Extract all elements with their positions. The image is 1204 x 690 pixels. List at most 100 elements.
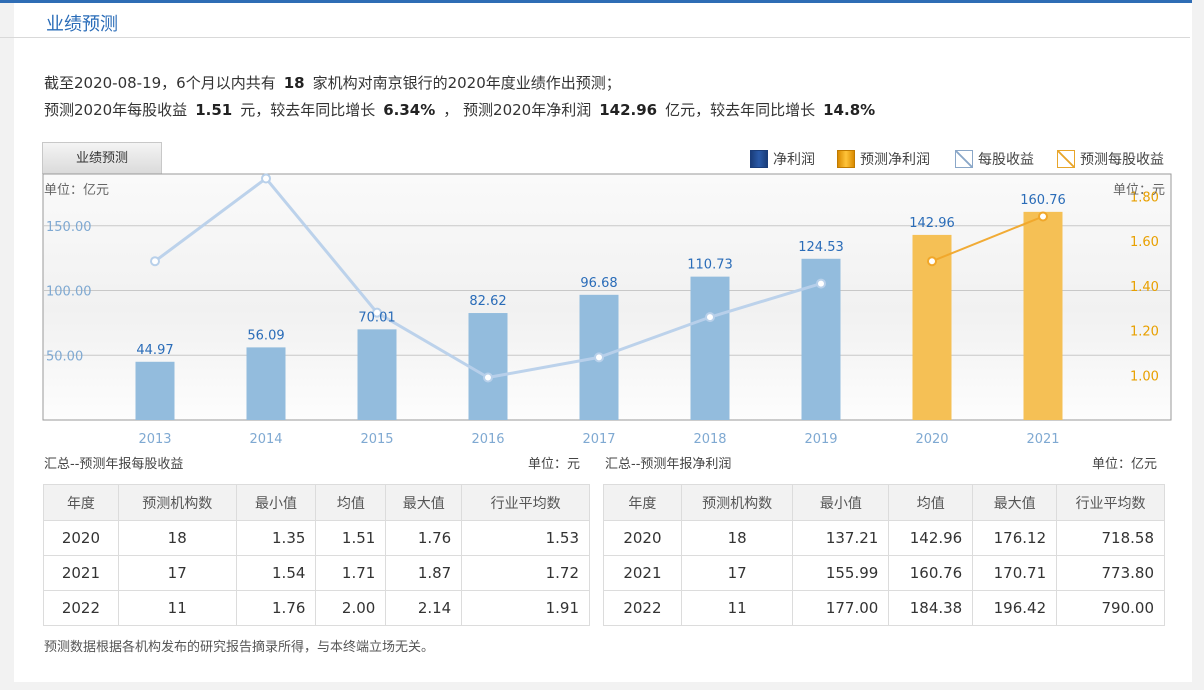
eps-table-cell: 1.72 [461,555,590,591]
np-table-cell: 142.96 [888,520,974,556]
eps-table-cell: 1.51 [315,520,387,556]
legend-label: 预测每股收益 [1080,152,1164,168]
x-tick-label: 2017 [582,432,615,447]
table-row: 2020 18 1.35 1.51 1.76 1.53 [43,520,590,556]
np-table-header-cell: 行业平均数 [1056,484,1165,521]
eps-table-header-cell: 年度 [43,484,119,521]
summary-text: 元，较去年同比增长 [240,101,376,119]
eps-point [705,312,715,323]
np-table-header-cell: 均值 [888,484,974,521]
right-tick-label: 1.80 [1130,190,1159,205]
np-table-cell: 176.12 [972,520,1058,556]
bar-value-label: 82.62 [469,294,506,309]
np-table-header-cell: 最大值 [972,484,1058,521]
legend-item-eps[interactable]: 每股收益 [955,150,1034,168]
np-table-header-cell: 最小值 [792,484,890,521]
left-tick-label: 50.00 [46,349,83,364]
x-tick-label: 2020 [915,432,948,447]
table-row: 2020 18 137.21 142.96 176.12 718.58 [603,520,1165,556]
np-table-cell: 773.80 [1056,555,1165,591]
eps-point [150,256,160,267]
np-table-cell: 790.00 [1056,590,1165,626]
eps-table-cell: 18 [117,520,237,556]
header-corner [14,3,32,35]
summary-text: 亿元，较去年同比增长 [665,101,816,119]
x-tick-label: 2014 [249,432,282,447]
table-row: 2021 17 1.54 1.71 1.87 1.72 [43,555,590,591]
eps-table-unit: 单位：元 [528,457,581,472]
x-tick-label: 2019 [804,432,837,447]
table-row: 2021 17 155.99 160.76 170.71 773.80 [603,555,1165,591]
eps-table-cell: 1.76 [235,590,317,626]
eps-point [816,278,826,289]
net-profit-forecast-table: 年度 预测机构数 最小值 均值 最大值 行业平均数 2020 18 137.21 142.96 1… [603,484,1165,626]
left-margin [0,0,14,690]
np-table-cell: 177.00 [792,590,890,626]
bar-value-label: 56.09 [247,328,284,343]
eps-table-cell: 1.91 [461,590,590,626]
eps-table-cell: 11 [117,590,237,626]
eps-table-header-cell: 均值 [315,484,387,521]
legend-item-forecast-eps[interactable]: 预测每股收益 [1057,150,1164,168]
legend-item-forecast-net-profit[interactable]: 预测净利润 [837,150,930,168]
np-table-cell: 160.76 [888,555,974,591]
x-tick-label: 2013 [138,432,171,447]
institution-count: 18 [283,74,305,92]
summary-text: 预测2020年每股收益 [44,101,188,119]
legend-item-net-profit[interactable]: 净利润 [750,150,815,168]
eps-table-header-cell: 行业平均数 [461,484,590,521]
forecast-net-profit-bar [1023,211,1063,420]
forecast-eps-point [1038,211,1048,222]
np-table-cell: 2020 [603,520,682,556]
bar-value-label: 160.76 [1020,193,1066,208]
bottom-margin [0,682,1204,690]
eps-table-cell: 1.87 [385,555,463,591]
eps-point [483,372,493,383]
left-tick-label: 150.00 [46,220,92,235]
eps-growth-value: 6.34% [383,101,436,119]
net-profit-eps-chart: 50.00 100.00 150.00 1.00 1.20 1.40 1.60 1.80 44… [42,173,1172,447]
legend-label: 预测净利润 [860,152,930,168]
forecast-eps-value: 1.51 [195,101,233,119]
bar-value-label: 70.01 [358,310,395,325]
eps-table-caption: 汇总--预测年报每股收益 [44,457,184,472]
summary-line-1: 截至2020-08-19，6个月以内共有 18 家机构对南京银行的2020年度业绩作… [44,70,883,97]
eps-point [594,352,604,363]
forecast-eps-line [931,215,1044,263]
eps-table-cell: 2022 [43,590,119,626]
section-header: 业绩预测 [0,3,1190,38]
table-row: 2022 11 177.00 184.38 196.42 790.00 [603,590,1165,626]
np-table-header-cell: 预测机构数 [680,484,794,521]
np-table-header-cell: 年度 [603,484,682,521]
np-table-cell: 2021 [603,555,682,591]
net-profit-bar [246,347,286,420]
np-table-cell: 137.21 [792,520,890,556]
net-profit-bar [468,313,508,420]
forecast-eps-point [927,256,937,267]
legend-label: 每股收益 [978,152,1034,168]
left-tick-label: 100.00 [46,285,92,300]
np-table-cell: 170.71 [972,555,1058,591]
eps-forecast-table: 年度 预测机构数 最小值 均值 最大值 行业平均数 2020 18 1.35 1.51 1.76 1… [43,484,590,626]
np-table-cell: 11 [680,590,794,626]
tab-performance-forecast[interactable]: 业绩预测 [42,142,162,174]
eps-table-header-cell: 最小值 [235,484,317,521]
legend-swatch-icon [750,150,768,168]
np-table-cell: 184.38 [888,590,974,626]
eps-table-cell: 1.53 [461,520,590,556]
right-scroll-track [1192,0,1204,690]
bar-value-label: 124.53 [798,240,844,255]
np-table-cell: 17 [680,555,794,591]
legend-label: 净利润 [773,152,815,168]
x-tick-label: 2021 [1026,432,1059,447]
right-tick-label: 1.20 [1130,325,1159,340]
eps-table-cell: 1.54 [235,555,317,591]
eps-table-header-cell: 预测机构数 [117,484,237,521]
eps-table-cell: 2.00 [315,590,387,626]
eps-table-header-cell: 最大值 [385,484,463,521]
eps-table-cell: 2020 [43,520,119,556]
summary-text: 家机构对南京银行的2020年度业绩作出预测； [312,74,621,92]
legend-swatch-icon [837,150,855,168]
np-table-caption: 汇总--预测年报净利润 [605,457,732,472]
eps-point [372,307,382,318]
